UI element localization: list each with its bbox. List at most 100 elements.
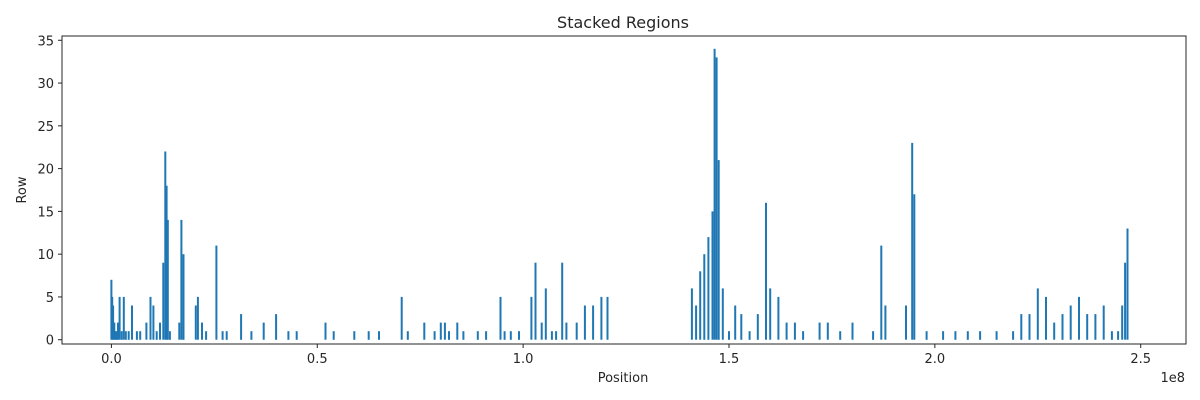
region-bar — [561, 262, 564, 340]
region-bar — [476, 331, 479, 340]
region-bar — [717, 160, 720, 340]
region-bar — [544, 288, 547, 340]
region-bar — [201, 322, 203, 340]
region-bar — [194, 305, 197, 340]
x-tick-label: 2.5 — [1130, 352, 1151, 367]
region-bar — [275, 314, 278, 340]
region-bar — [818, 322, 821, 340]
region-bar — [1053, 322, 1056, 340]
region-bar — [155, 331, 158, 340]
region-bar — [221, 331, 224, 340]
region-bar — [707, 237, 710, 340]
region-bar — [439, 322, 442, 340]
region-bar — [1069, 305, 1072, 340]
region-bar — [120, 331, 123, 340]
region-bar — [1121, 305, 1124, 340]
region-bar — [793, 322, 796, 340]
region-bar — [1110, 331, 1113, 340]
region-bar — [149, 296, 152, 340]
region-bar — [826, 322, 829, 340]
region-bar — [499, 296, 502, 340]
x-tick-label: 0.5 — [307, 352, 328, 367]
region-bar — [530, 296, 533, 340]
y-tick-label: 30 — [37, 77, 54, 92]
region-bar — [1045, 296, 1047, 340]
region-bar — [911, 142, 914, 340]
region-bar — [367, 331, 370, 340]
region-bar — [728, 331, 730, 340]
region-bar — [113, 322, 116, 340]
y-axis-ticks: 0 5 10 15 20 25 30 35 — [37, 34, 62, 349]
region-bar — [503, 331, 506, 340]
region-bar — [124, 331, 127, 340]
x-tick-label: 1.5 — [719, 352, 740, 367]
region-bar — [1028, 314, 1031, 340]
region-bar — [995, 331, 998, 340]
region-bar — [509, 331, 512, 340]
region-bar — [575, 322, 578, 340]
region-bar — [485, 331, 488, 340]
region-bar — [695, 305, 698, 340]
region-bar — [592, 305, 595, 340]
region-bar — [1078, 296, 1080, 340]
region-bar — [734, 305, 737, 340]
region-bar — [332, 331, 335, 340]
x-axis-label: Position — [598, 371, 649, 386]
chart-title: Stacked Regions — [557, 13, 689, 32]
region-bar — [1117, 331, 1120, 340]
region-bar — [1126, 228, 1129, 340]
region-bar — [540, 322, 543, 340]
plot-frame — [61, 35, 1187, 345]
region-bar — [600, 296, 603, 340]
region-bar — [740, 314, 743, 340]
region-bar — [1061, 314, 1064, 340]
y-axis-label: Row — [15, 176, 30, 203]
region-bar — [690, 288, 693, 340]
region-bar — [240, 314, 243, 340]
region-bar — [715, 57, 718, 340]
region-bar — [913, 194, 916, 340]
region-bar — [178, 322, 181, 340]
region-bar — [966, 331, 969, 340]
region-bar — [131, 305, 133, 340]
region-bar — [711, 211, 714, 340]
region-bar — [225, 331, 228, 340]
region-bar — [565, 322, 568, 340]
region-bar — [295, 331, 298, 340]
region-bar — [423, 322, 426, 340]
region-bar — [1086, 314, 1089, 340]
region-bar — [196, 296, 199, 340]
region-bar — [115, 331, 118, 340]
region-bar — [703, 254, 706, 340]
y-tick-label: 25 — [37, 120, 54, 135]
region-bar — [180, 219, 183, 340]
region-bar — [534, 262, 537, 340]
region-bar — [287, 331, 290, 340]
region-bar — [433, 331, 436, 340]
region-bar — [117, 322, 119, 340]
region-bar — [979, 331, 982, 340]
region-bar — [448, 331, 450, 340]
region-bar — [168, 331, 171, 340]
region-bar — [851, 322, 854, 340]
region-bar — [162, 262, 165, 340]
region-bar — [1102, 305, 1105, 340]
region-bar — [122, 296, 125, 340]
region-bar — [443, 322, 446, 340]
region-bar — [880, 245, 883, 340]
region-bar — [406, 331, 409, 340]
region-bar — [1036, 288, 1039, 340]
region-bar — [802, 331, 805, 340]
region-bar — [1124, 262, 1127, 340]
region-bar — [606, 296, 609, 340]
region-bar — [215, 245, 218, 340]
region-bar — [164, 151, 167, 340]
y-tick-label: 20 — [37, 163, 54, 178]
region-bar — [769, 288, 772, 340]
region-bar — [777, 296, 780, 340]
region-bar — [583, 305, 586, 340]
region-bar — [127, 331, 130, 340]
region-bar — [118, 296, 121, 340]
x-axis-ticks: 0.0 0.5 1.0 1.5 2.0 2.5 — [101, 344, 1151, 367]
region-bar — [942, 331, 945, 340]
